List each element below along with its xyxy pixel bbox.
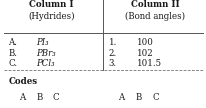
Text: C: C [151, 93, 158, 102]
Text: 2.: 2. [108, 49, 116, 58]
Text: A: A [19, 93, 25, 102]
Text: (Bond angles): (Bond angles) [125, 12, 184, 21]
Text: C.: C. [8, 59, 17, 68]
Text: Codes: Codes [8, 77, 37, 86]
Text: PBr₃: PBr₃ [36, 49, 56, 58]
Text: A.: A. [8, 38, 17, 47]
Text: 102: 102 [136, 49, 153, 58]
Text: 1.: 1. [108, 38, 116, 47]
Text: Column I: Column I [29, 0, 74, 9]
Text: 101.5: 101.5 [136, 59, 161, 68]
Text: A: A [117, 93, 124, 102]
Text: C: C [53, 93, 59, 102]
Text: B: B [135, 93, 141, 102]
Text: PI₃: PI₃ [36, 38, 49, 47]
Text: B.: B. [8, 49, 17, 58]
Text: 3.: 3. [108, 59, 116, 68]
Text: Column II: Column II [130, 0, 179, 9]
Text: B: B [36, 93, 42, 102]
Text: (Hydrides): (Hydrides) [28, 12, 75, 21]
Text: 100: 100 [136, 38, 153, 47]
Text: PCl₃: PCl₃ [36, 59, 55, 68]
